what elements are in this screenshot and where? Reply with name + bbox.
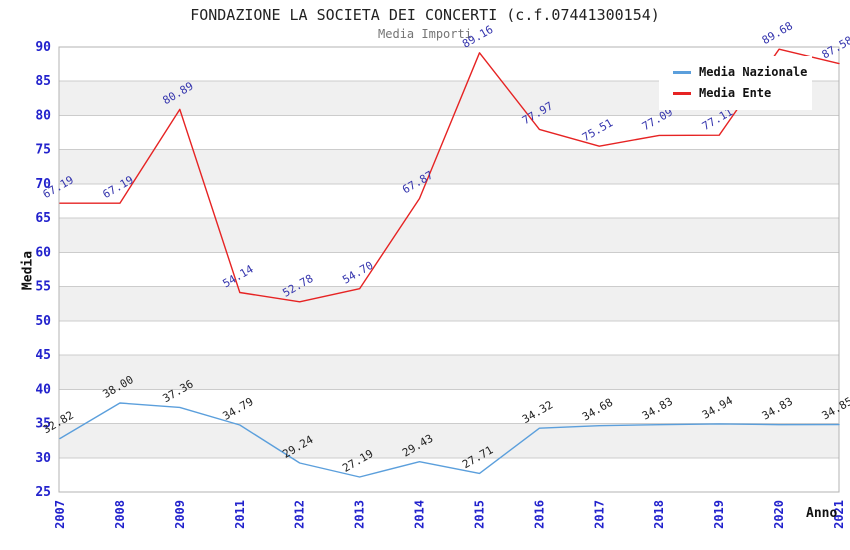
x-tick-label: 2017: [592, 500, 606, 529]
y-tick-label: 45: [35, 348, 51, 363]
legend-marker-media-ente-icon: [673, 91, 691, 95]
grid-band: [59, 149, 839, 184]
x-tick-label: 2020: [772, 500, 786, 529]
legend-item-media-ente: Media Ente: [673, 86, 802, 100]
grid-band: [59, 183, 839, 219]
x-tick-label: 2018: [652, 500, 666, 529]
y-tick-label: 55: [35, 280, 51, 295]
chart-title: FONDAZIONE LA SOCIETA DEI CONCERTI (c.f.…: [190, 6, 660, 24]
y-tick-label: 35: [35, 417, 51, 432]
y-tick-label: 25: [35, 485, 51, 500]
x-tick-label: 2014: [413, 500, 427, 529]
y-tick-label: 40: [35, 382, 51, 397]
grid-band: [59, 286, 839, 321]
y-tick-label: 50: [35, 314, 51, 329]
grid-band: [59, 252, 839, 287]
grid-bands: [59, 47, 839, 492]
x-axis-title: Anno: [806, 506, 838, 521]
x-tick-label: 2016: [532, 500, 546, 529]
grid-band: [59, 423, 839, 458]
series-line-media-ente: [59, 48, 840, 303]
x-tick-label: 2019: [712, 500, 726, 529]
x-tick-label: 2015: [472, 500, 486, 529]
y-tick-label: 70: [35, 177, 51, 192]
y-tick-label: 85: [35, 74, 51, 89]
x-tick-label: 2009: [173, 500, 187, 529]
grid-band: [59, 320, 839, 356]
y-tick-label: 60: [35, 245, 51, 260]
chart-subtitle: Media Importi: [378, 27, 472, 41]
x-tick-label: 2013: [353, 500, 367, 529]
x-tick-label: 2008: [113, 500, 127, 529]
legend-marker-media-nazionale-icon: [673, 70, 691, 74]
grid-band: [59, 389, 839, 424]
y-tick-label: 90: [35, 40, 51, 55]
plot-frame: [58, 46, 840, 493]
legend-label-media-ente: Media Ente: [699, 86, 772, 100]
y-tick-label: 65: [35, 211, 51, 226]
grid-band: [59, 457, 839, 492]
legend: Media Nazionale Media Ente: [659, 56, 812, 110]
x-tick-label: 2021: [832, 500, 846, 529]
grid-band: [59, 218, 839, 253]
y-tick-labels: 25 30 35 40 45 50 55 60 65 70 75 80 85 90: [35, 40, 51, 500]
legend-label-media-nazionale: Media Nazionale: [699, 65, 808, 79]
legend-item-media-nazionale: Media Nazionale: [673, 65, 807, 79]
grid-band: [59, 115, 839, 150]
x-tick-label: 2012: [293, 500, 307, 529]
x-tick-label: 2007: [53, 500, 67, 529]
grid-band: [59, 355, 839, 390]
x-tick-labels: 2007 2008 2009 2011 2012 2013 2014 2015 2016 2017…: [53, 500, 846, 529]
y-tick-label: 30: [35, 451, 51, 466]
y-tick-label: 80: [35, 108, 51, 123]
y-tick-label: 75: [35, 143, 51, 158]
x-tick-label: 2011: [233, 500, 247, 529]
series-line-media-nazionale: [59, 402, 840, 478]
data-label: 89.68: [760, 19, 795, 47]
